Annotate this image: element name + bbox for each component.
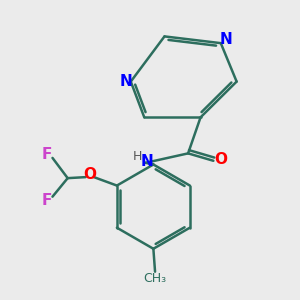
Text: F: F: [41, 193, 52, 208]
Text: H: H: [133, 150, 142, 163]
Text: N: N: [119, 74, 132, 89]
Text: O: O: [83, 167, 96, 182]
Text: N: N: [220, 32, 232, 47]
Text: O: O: [214, 152, 227, 166]
Text: F: F: [41, 147, 52, 162]
Text: CH₃: CH₃: [143, 272, 167, 285]
Text: N: N: [141, 154, 154, 169]
